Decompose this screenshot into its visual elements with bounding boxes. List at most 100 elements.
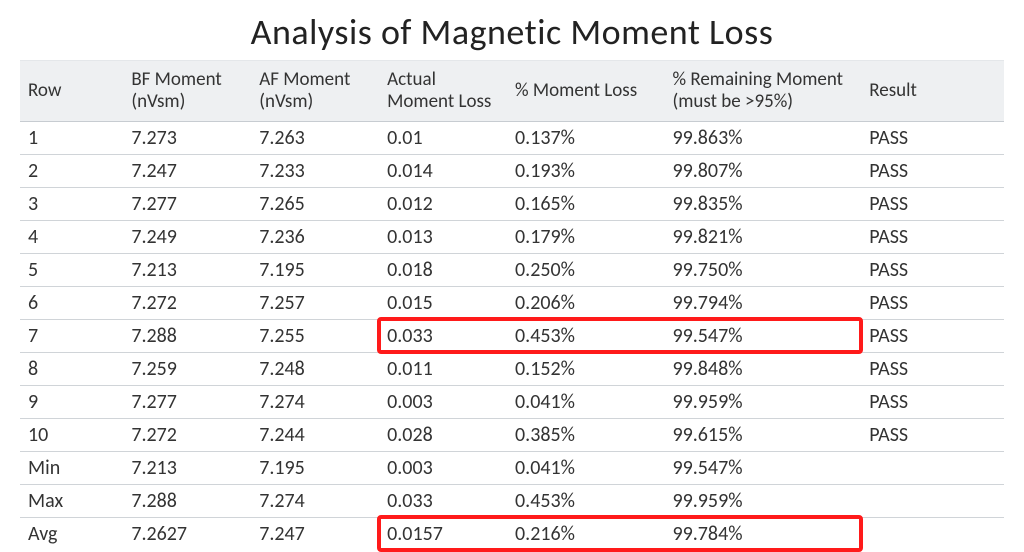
table-cell: 0.018 (379, 253, 507, 286)
table-cell: 0.014 (379, 154, 507, 187)
table-cell: PASS (861, 385, 1004, 418)
table-cell: 0.033 (379, 484, 507, 517)
table-cell: 99.547% (664, 319, 861, 352)
table-cell: 0.137% (507, 121, 664, 154)
table-cell: 0.003 (379, 385, 507, 418)
table-body: 17.2737.2630.010.137%99.863%PASS27.2477.… (20, 121, 1004, 550)
table-cell: 0.041% (507, 451, 664, 484)
table-cell: 0.152% (507, 352, 664, 385)
table-cell: 0.012 (379, 187, 507, 220)
table-cell: 7.265 (251, 187, 379, 220)
table-cell: 7.259 (123, 352, 251, 385)
table-cell: 7.273 (123, 121, 251, 154)
table-cell: 8 (20, 352, 123, 385)
table-cell: 0.206% (507, 286, 664, 319)
table-cell: 7.213 (123, 451, 251, 484)
table-cell: 99.959% (664, 484, 861, 517)
table-cell: PASS (861, 154, 1004, 187)
page-title: Analysis of Magnetic Moment Loss (20, 10, 1004, 54)
table-cell: 0.0157 (379, 517, 507, 550)
table-cell: 7.249 (123, 220, 251, 253)
table-cell: 0.216% (507, 517, 664, 550)
table-cell: 7.277 (123, 385, 251, 418)
table-cell: PASS (861, 352, 1004, 385)
table-cell: 7.195 (251, 253, 379, 286)
table-cell: Min (20, 451, 123, 484)
table-cell: 7.2627 (123, 517, 251, 550)
table-cell: 1 (20, 121, 123, 154)
table-row: 107.2727.2440.0280.385%99.615%PASS (20, 418, 1004, 451)
table-cell: 5 (20, 253, 123, 286)
column-header: Result (861, 61, 1004, 122)
table-row: 27.2477.2330.0140.193%99.807%PASS (20, 154, 1004, 187)
table-cell: 99.821% (664, 220, 861, 253)
table-row: 67.2727.2570.0150.206%99.794%PASS (20, 286, 1004, 319)
table-cell: 0.453% (507, 319, 664, 352)
table-cell: 0.250% (507, 253, 664, 286)
table-cell (861, 484, 1004, 517)
table-cell: 3 (20, 187, 123, 220)
table-cell: 7.274 (251, 385, 379, 418)
table-cell: 7 (20, 319, 123, 352)
table-row: 17.2737.2630.010.137%99.863%PASS (20, 121, 1004, 154)
table-cell: 99.807% (664, 154, 861, 187)
table-row: 57.2137.1950.0180.250%99.750%PASS (20, 253, 1004, 286)
table-cell: 0.193% (507, 154, 664, 187)
table-row: 47.2497.2360.0130.179%99.821%PASS (20, 220, 1004, 253)
table-row: 87.2597.2480.0110.152%99.848%PASS (20, 352, 1004, 385)
table-cell: 99.848% (664, 352, 861, 385)
table-cell: PASS (861, 286, 1004, 319)
table-cell: 0.003 (379, 451, 507, 484)
table-cell: 9 (20, 385, 123, 418)
table-cell: 7.195 (251, 451, 379, 484)
table-cell: 7.288 (123, 319, 251, 352)
table-cell: PASS (861, 187, 1004, 220)
table-row: 77.2887.2550.0330.453%99.547%PASS (20, 319, 1004, 352)
table-cell: 7.274 (251, 484, 379, 517)
table-cell: 99.794% (664, 286, 861, 319)
table-cell: 7.244 (251, 418, 379, 451)
table-cell: 99.863% (664, 121, 861, 154)
table-row: Max7.2887.2740.0330.453%99.959% (20, 484, 1004, 517)
table-cell: 99.835% (664, 187, 861, 220)
data-table: RowBF Moment (nVsm)AF Moment (nVsm)Actua… (20, 60, 1004, 550)
table-cell: 0.179% (507, 220, 664, 253)
table-cell: 0.028 (379, 418, 507, 451)
table-cell: 0.01 (379, 121, 507, 154)
table-cell: 7.236 (251, 220, 379, 253)
table-cell: 0.453% (507, 484, 664, 517)
table-cell: PASS (861, 418, 1004, 451)
table-row: Min7.2137.1950.0030.041%99.547% (20, 451, 1004, 484)
table-cell: 2 (20, 154, 123, 187)
table-header-row: RowBF Moment (nVsm)AF Moment (nVsm)Actua… (20, 61, 1004, 122)
page: Analysis of Magnetic Moment Loss RowBF M… (0, 0, 1024, 550)
table-cell: 99.547% (664, 451, 861, 484)
table-cell: PASS (861, 253, 1004, 286)
table-row: 37.2777.2650.0120.165%99.835%PASS (20, 187, 1004, 220)
table-cell: 0.385% (507, 418, 664, 451)
column-header: AF Moment (nVsm) (251, 61, 379, 122)
table-cell: 0.013 (379, 220, 507, 253)
table-cell: 0.165% (507, 187, 664, 220)
table-cell: 99.959% (664, 385, 861, 418)
table-cell: 7.277 (123, 187, 251, 220)
table-cell: 7.263 (251, 121, 379, 154)
table-cell: 7.248 (251, 352, 379, 385)
table-cell: PASS (861, 121, 1004, 154)
table-cell: 0.041% (507, 385, 664, 418)
table-cell: 99.615% (664, 418, 861, 451)
table-cell: 4 (20, 220, 123, 253)
table-cell: 0.033 (379, 319, 507, 352)
table-cell: 99.750% (664, 253, 861, 286)
table-cell: 10 (20, 418, 123, 451)
table-cell: 6 (20, 286, 123, 319)
table-cell: 7.213 (123, 253, 251, 286)
column-header: Row (20, 61, 123, 122)
table-cell (861, 451, 1004, 484)
table-cell: Max (20, 484, 123, 517)
table-cell: 7.247 (123, 154, 251, 187)
table-cell: 99.784% (664, 517, 861, 550)
table-cell: 7.255 (251, 319, 379, 352)
table-cell: 7.257 (251, 286, 379, 319)
table-cell: 7.233 (251, 154, 379, 187)
